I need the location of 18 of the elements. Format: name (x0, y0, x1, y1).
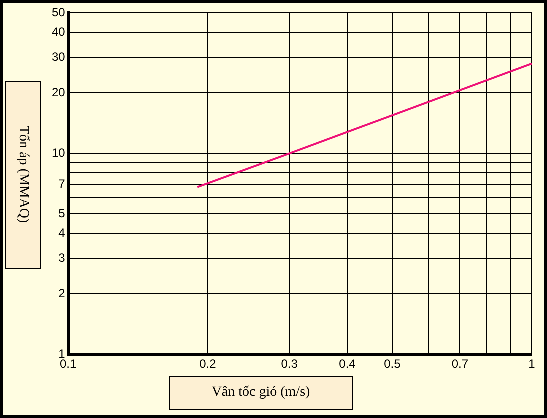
y-tick-label: 50 (52, 6, 66, 20)
x-tick-label: 1 (528, 357, 536, 372)
y-tick-label: 7 (58, 177, 66, 192)
y-tick-label: 30 (52, 50, 66, 64)
y-tick-label: 20 (52, 85, 66, 100)
y-axis-title: Tổn áp (MMAQ) (15, 126, 31, 224)
y-tick-label: 2 (58, 286, 66, 300)
y-tick-label: 40 (52, 24, 66, 39)
x-tick-label: 0.7 (452, 357, 469, 372)
y-tick-label: 3 (58, 251, 66, 266)
y-tick-label: 5 (58, 206, 66, 220)
x-axis-title: Vân tốc gió (m/s) (212, 385, 310, 401)
x-tick-label: 0.3 (281, 357, 298, 372)
x-tick-label: 0.2 (200, 357, 217, 372)
y-tick-label: 10 (52, 146, 66, 160)
y-tick-label: 4 (58, 226, 66, 240)
x-tick-label: 0.5 (384, 357, 402, 372)
x-tick-label: 0.4 (339, 357, 356, 372)
